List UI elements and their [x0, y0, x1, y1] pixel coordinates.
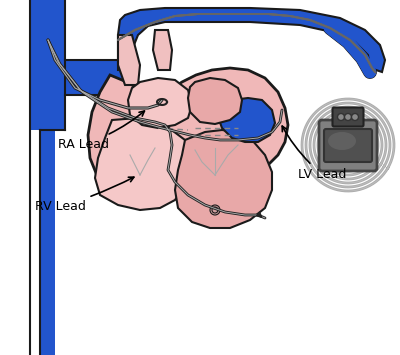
- Circle shape: [352, 114, 358, 120]
- Polygon shape: [153, 30, 172, 70]
- FancyBboxPatch shape: [319, 120, 377, 171]
- Ellipse shape: [328, 132, 356, 150]
- Polygon shape: [40, 120, 55, 355]
- Circle shape: [338, 114, 344, 120]
- Polygon shape: [65, 60, 130, 95]
- Text: RA Lead: RA Lead: [58, 111, 144, 151]
- Polygon shape: [30, 0, 65, 130]
- Circle shape: [210, 205, 220, 215]
- Text: RV Lead: RV Lead: [35, 177, 134, 213]
- Polygon shape: [218, 98, 275, 142]
- Polygon shape: [95, 118, 190, 210]
- FancyBboxPatch shape: [332, 108, 364, 126]
- Circle shape: [212, 207, 218, 213]
- Polygon shape: [118, 8, 385, 72]
- Polygon shape: [188, 78, 242, 124]
- Polygon shape: [128, 78, 192, 128]
- Polygon shape: [175, 130, 272, 228]
- Text: LV Lead: LV Lead: [282, 126, 346, 181]
- Polygon shape: [88, 68, 288, 195]
- Circle shape: [344, 114, 352, 120]
- FancyBboxPatch shape: [324, 129, 372, 162]
- Polygon shape: [118, 35, 140, 85]
